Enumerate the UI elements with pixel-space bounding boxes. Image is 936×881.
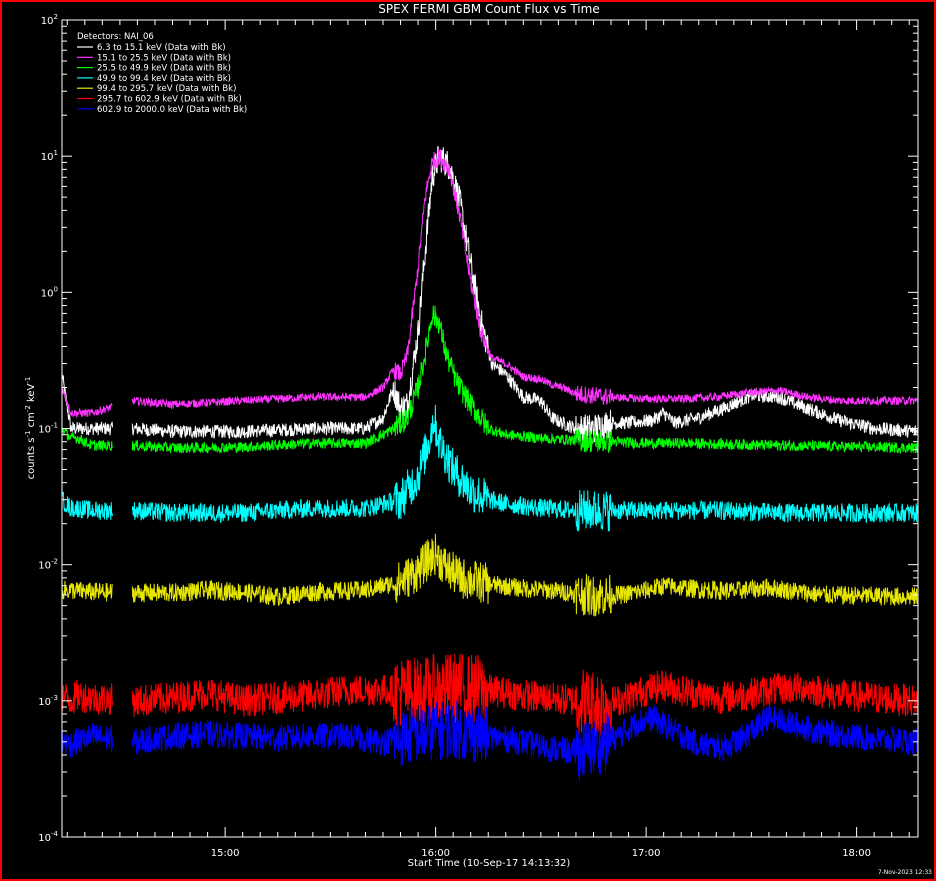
- y-tick-label: 102: [41, 13, 58, 27]
- series-line-4-b: [131, 404, 918, 532]
- y-tick-label: 10-4: [38, 830, 58, 844]
- series-line-6-a: [62, 679, 113, 715]
- series-line-7-a: [62, 722, 113, 758]
- x-axis-label: Start Time (10-Sep-17 14:13:32): [408, 858, 571, 869]
- x-tick-label: 17:00: [632, 848, 661, 859]
- y-axis-label-exp: -1: [24, 377, 32, 384]
- x-tick-label: 15:00: [211, 848, 240, 859]
- y-tick-label: 100: [41, 285, 58, 299]
- chart-title: SPEX FERMI GBM Count Flux vs Time: [378, 2, 599, 16]
- series-line-2-b: [131, 148, 918, 411]
- series-line-7-b: [131, 700, 918, 782]
- series-line-1-b: [131, 145, 918, 444]
- series-line-5-b: [131, 533, 918, 617]
- y-axis-label: counts s-1 cm-2 keV-1: [24, 377, 37, 480]
- legend-entry: 6.3 to 15.1 keV (Data with Bk): [97, 43, 226, 53]
- series-line-3-a: [62, 427, 113, 451]
- series-line-4-a: [62, 491, 113, 520]
- legend-entry: 99.4 to 295.7 keV (Data with Bk): [97, 84, 236, 94]
- legend-entry: 295.7 to 602.9 keV (Data with Bk): [97, 95, 242, 105]
- y-axis-label-part: cm: [26, 412, 37, 430]
- plot-timestamp: 7-Nov-2023 12:33: [878, 869, 932, 876]
- x-tick-label: 18:00: [842, 848, 871, 859]
- series-line-1-a: [62, 372, 113, 436]
- y-axis-label-exp: -1: [24, 431, 32, 438]
- series-line-6-b: [131, 652, 918, 739]
- legend-entry: 25.5 to 49.9 keV (Data with Bk): [97, 64, 231, 74]
- x-tick-label: 16:00: [421, 848, 450, 859]
- legend-entry: 49.9 to 99.4 keV (Data with Bk): [97, 74, 231, 84]
- y-tick-label: 10-1: [38, 422, 58, 436]
- y-axis-label-exp: -2: [24, 405, 32, 412]
- legend-header: Detectors: NAI_06: [77, 32, 154, 42]
- y-tick-label: 101: [41, 149, 58, 163]
- legend-entry: 602.9 to 2000.0 keV (Data with Bk): [97, 105, 247, 115]
- legend-entry: 15.1 to 25.5 keV (Data with Bk): [97, 53, 231, 63]
- series-line-2-a: [62, 387, 113, 419]
- legend: Detectors: NAI_066.3 to 15.1 keV (Data w…: [77, 32, 247, 115]
- y-axis-label-part: counts s: [26, 438, 37, 480]
- y-tick-label: 10-2: [38, 558, 58, 572]
- series-line-3-b: [131, 305, 918, 455]
- y-tick-label: 10-3: [38, 694, 58, 708]
- y-axis-label-part: keV: [26, 383, 37, 405]
- series-line-5-a: [62, 580, 113, 602]
